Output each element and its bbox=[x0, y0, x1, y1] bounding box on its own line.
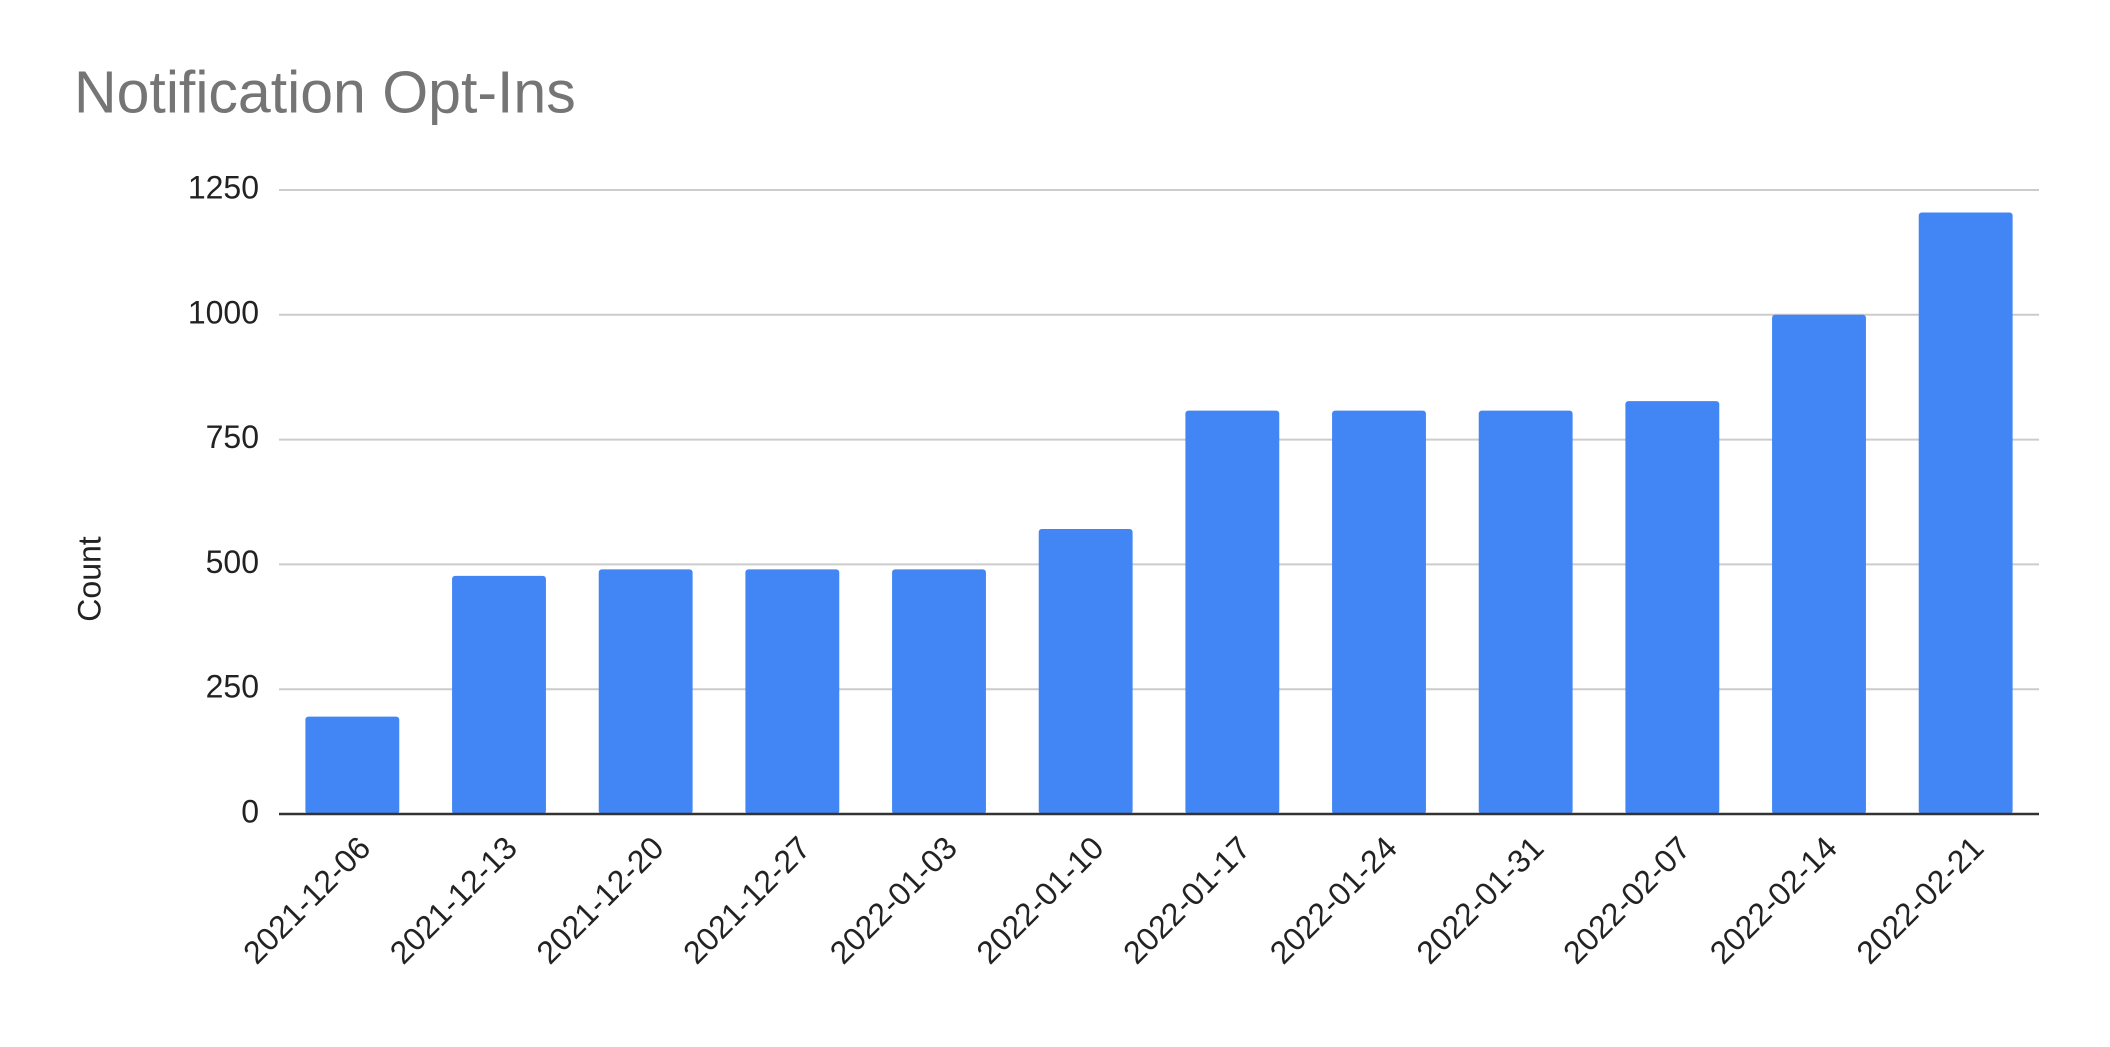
bar bbox=[598, 569, 693, 814]
x-tick-label: 2022-02-07 bbox=[1556, 829, 1697, 970]
x-tick-label: 2022-01-17 bbox=[1116, 829, 1257, 970]
bar bbox=[1625, 401, 1720, 814]
y-tick-label: 1000 bbox=[188, 294, 259, 330]
x-tick-label: 2021-12-27 bbox=[676, 829, 817, 970]
bar bbox=[1332, 410, 1426, 814]
y-tick-label: 0 bbox=[241, 793, 259, 829]
x-tick-label: 2021-12-13 bbox=[383, 829, 524, 970]
x-tick-label: 2022-01-10 bbox=[969, 829, 1110, 970]
x-tick-label: 2021-12-20 bbox=[529, 829, 670, 970]
bar bbox=[452, 575, 546, 814]
bar bbox=[1478, 410, 1573, 814]
x-tick-label: 2022-02-21 bbox=[1849, 829, 1990, 970]
x-tick-label: 2021-12-06 bbox=[236, 829, 377, 970]
y-tick-label: 750 bbox=[206, 419, 259, 455]
bar bbox=[1918, 212, 2013, 815]
x-tick-label: 2022-01-24 bbox=[1263, 829, 1404, 970]
bar bbox=[1185, 410, 1280, 814]
bar bbox=[745, 569, 840, 814]
y-axis-label: Count bbox=[71, 536, 107, 622]
bar bbox=[1772, 314, 1866, 814]
chart-title: Notification Opt-Ins bbox=[74, 60, 576, 126]
x-tick-label: 2022-01-03 bbox=[823, 829, 964, 970]
bar bbox=[1038, 528, 1133, 814]
x-tick-label: 2022-01-31 bbox=[1409, 829, 1550, 970]
bar bbox=[892, 569, 986, 814]
bar bbox=[305, 716, 400, 814]
y-tick-label: 250 bbox=[206, 669, 259, 705]
y-tick-label: 500 bbox=[206, 544, 259, 580]
x-tick-label: 2022-02-14 bbox=[1703, 829, 1844, 970]
y-tick-label: 1250 bbox=[188, 169, 259, 205]
